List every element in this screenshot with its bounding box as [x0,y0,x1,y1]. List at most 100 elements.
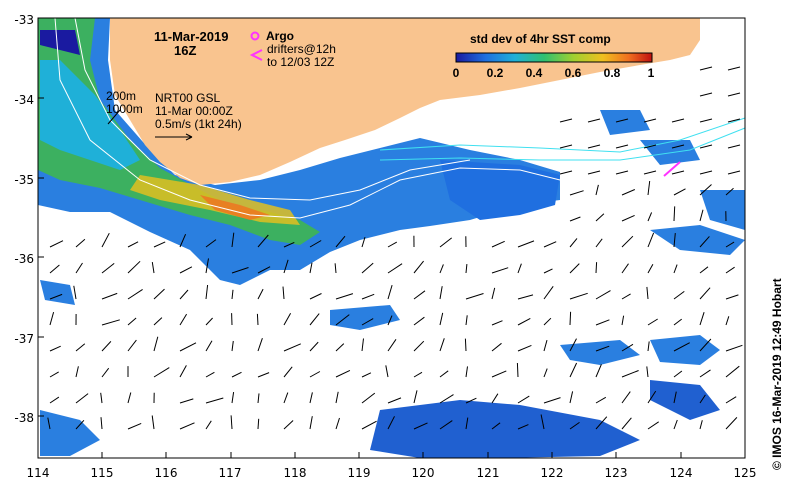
current-product-label: NRT00 GSL [155,91,221,105]
current-vector [49,264,60,274]
current-vector [231,232,235,248]
current-vector [491,240,505,248]
current-vector [587,118,601,123]
current-vector [595,262,598,274]
current-vector [727,144,741,149]
current-vector [595,364,602,378]
current-vector [725,316,730,326]
argo-symbol-icon [250,31,260,41]
current-vector [673,206,676,222]
current-vector [387,339,397,352]
current-vector [699,287,711,300]
current-vector [621,370,639,378]
drifters-period-label: to 12/03 12Z [267,55,335,69]
current-vector [231,289,234,300]
current-vector [205,284,209,300]
current-vector [75,419,85,430]
current-vector [413,371,423,378]
current-vector [673,419,678,430]
current-vector [231,392,235,404]
current-vector [491,370,507,378]
current-vector [699,209,704,222]
current-vector [621,391,631,404]
current-vector [179,342,197,352]
current-vector [282,286,285,300]
current-vector [699,144,713,149]
current-vector [543,268,553,274]
current-vector [699,369,711,378]
current-vector [127,288,143,300]
colorbar-tick: 0.2 [486,66,504,80]
current-vector [257,418,260,430]
current-vector [517,240,535,248]
current-vector [595,213,605,222]
current-vector [153,367,170,378]
current-vector [595,396,607,404]
current-vector [621,417,632,430]
current-vector [699,92,713,97]
current-vector [283,366,293,378]
current-vector [100,417,103,430]
current-vector [699,236,710,248]
current-vector [465,397,477,404]
current-vector [309,240,322,248]
current-vector [309,313,320,326]
current-vector [569,263,580,274]
isobath-1000m-label: 1000m [106,102,143,116]
current-vector [647,232,655,248]
current-vector [646,366,649,378]
colorbar-tick: 0.4 [525,66,543,80]
track-lines [379,117,746,161]
current-vector [335,314,350,326]
current-vector [673,342,690,352]
current-vector [615,118,629,123]
current-vector [699,420,703,430]
current-vector [127,241,139,248]
current-vector [335,417,340,430]
current-vector [491,287,496,300]
current-vector [595,416,608,430]
current-vector [673,264,678,274]
current-vector [540,414,545,430]
colorbar-tick: 0.6 [564,66,582,80]
current-vector [517,317,531,326]
current-vector [334,263,337,274]
current-vector [283,420,294,430]
current-vector [621,263,629,274]
current-vector [151,415,155,430]
current-vector [100,392,103,404]
y-tick-label: -38 [14,411,34,425]
current-vector [309,416,313,430]
current-vector [127,392,132,404]
current-vector [153,288,165,300]
current-vector [725,187,734,196]
current-vector [75,393,89,404]
current-vectors [47,66,743,430]
current-vector [621,214,635,222]
current-vector [283,241,295,248]
drifter-track [663,161,681,177]
current-vector [727,118,741,123]
current-scale-arrow [155,133,193,141]
current-vector [335,343,345,352]
drifters-label: drifters@12h [267,42,336,56]
current-vector [699,118,713,123]
current-vector [439,264,444,274]
current-vector [361,372,372,378]
current-vector [725,365,740,378]
current-vector [49,396,60,404]
current-vector [231,267,249,274]
current-vector [543,241,557,248]
current-vector [517,344,532,352]
drifter-symbol-icon [249,49,263,61]
current-vector [231,371,242,378]
isobath-lines [54,17,561,219]
current-vector [595,238,603,248]
current-vector [647,421,659,430]
x-tick-label: 116 [154,466,178,480]
current-vector [387,397,402,404]
current-vector [49,345,61,352]
current-vector [230,415,233,430]
current-vector [387,263,403,274]
current-vector [283,259,289,274]
